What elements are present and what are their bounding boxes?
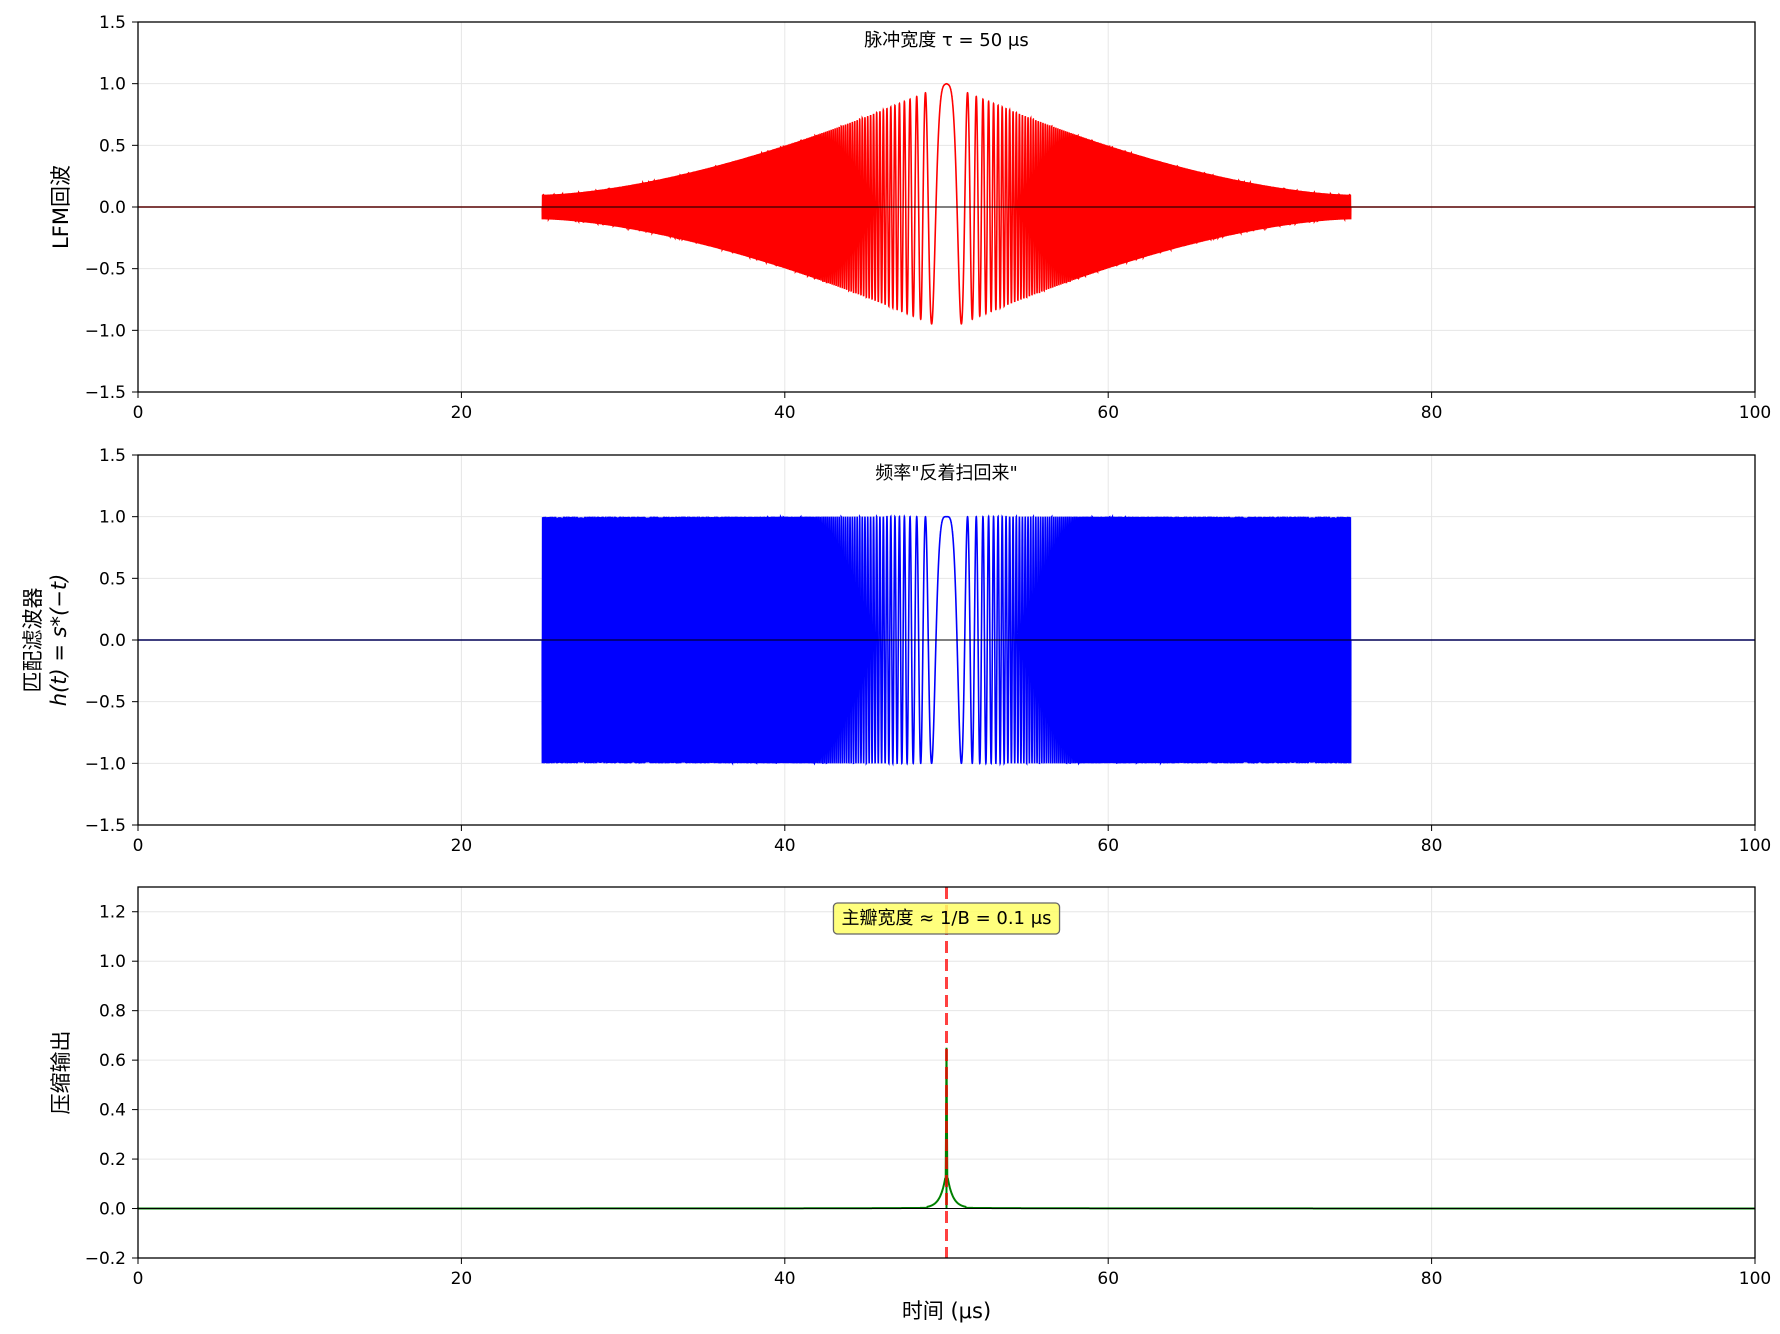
y-tick-label: 0.0 — [99, 198, 126, 218]
panel-matched-filter: 0 20 40 60 80 100 1.5 1.0 0.5 0.0 −0.5 −1.0 −1.5 匹配… — [21, 446, 1771, 856]
panel-compressed-output: 0 20 40 60 80 100 1.2 1.0 0.8 0.6 0.4 0.2 0.0 −0.2 压… — [49, 886, 1771, 1323]
y-tick-label: −1.0 — [85, 321, 126, 341]
annotation-mainlobe: 主瓣宽度 ≈ 1/B = 0.1 μs — [841, 908, 1051, 929]
y-tick-label: −1.0 — [85, 754, 126, 774]
y-tick-label: 1.5 — [99, 446, 126, 466]
y-tick-label: −1.5 — [85, 816, 126, 836]
y-tick-label: 1.5 — [99, 13, 126, 33]
y-tick-label: 0.0 — [99, 1200, 126, 1220]
y-axis-label-2b: h(t) = s*(−t) — [47, 574, 71, 707]
panel-lfm-echo: 0 20 40 60 80 100 1.5 1.0 0.5 0.0 −0.5 −1.0 −1.5 LF… — [49, 13, 1771, 423]
annotation-box — [832, 902, 1061, 935]
x-tick-label: 100 — [1739, 836, 1771, 856]
y-tick-label: −0.5 — [85, 693, 126, 713]
annotation-pulse-width: 脉冲宽度 τ = 50 μs — [864, 30, 1029, 51]
y-tick-label: 0.2 — [99, 1150, 126, 1170]
x-tick-label: 100 — [1739, 1269, 1771, 1289]
y-tick-label: 1.0 — [99, 508, 126, 528]
y-tick-label: 0.5 — [99, 136, 126, 156]
series-lfm-echo — [138, 82, 1755, 325]
x-tick-label: 0 — [133, 1269, 144, 1289]
axes-frame-3 — [137, 886, 1756, 1259]
x-tick-label: 60 — [1097, 403, 1119, 423]
x-tick-label: 80 — [1421, 1269, 1443, 1289]
x-ticks-2: 0 20 40 60 80 100 — [133, 825, 1771, 856]
x-tick-label: 40 — [774, 836, 796, 856]
y-tick-label: 1.0 — [99, 952, 126, 972]
x-tick-label: 20 — [451, 836, 473, 856]
x-tick-label: 80 — [1421, 836, 1443, 856]
y-tick-label: 0.8 — [99, 1002, 126, 1022]
y-ticks-1: 1.5 1.0 0.5 0.0 −0.5 −1.0 −1.5 — [85, 13, 138, 403]
y-axis-label-2: 匹配滤波器 — [21, 588, 45, 693]
x-tick-label: 80 — [1421, 403, 1443, 423]
y-axis-label-1: LFM回波 — [49, 165, 73, 249]
x-tick-label: 60 — [1097, 1269, 1119, 1289]
x-tick-label: 0 — [133, 403, 144, 423]
x-ticks-3: 0 20 40 60 80 100 — [133, 1258, 1771, 1289]
x-tick-label: 100 — [1739, 403, 1771, 423]
y-tick-label: 0.6 — [99, 1051, 126, 1071]
x-ticks-1: 0 20 40 60 80 100 — [133, 392, 1771, 423]
x-tick-label: 40 — [774, 403, 796, 423]
y-ticks-2: 1.5 1.0 0.5 0.0 −0.5 −1.0 −1.5 — [85, 446, 138, 836]
y-tick-label: 0.0 — [99, 631, 126, 651]
annotation-reverse-sweep: 频率"反着扫回来" — [875, 463, 1018, 484]
y-tick-label: −0.2 — [85, 1249, 126, 1269]
series-matched-filter — [138, 514, 1755, 767]
y-tick-label: 0.4 — [99, 1101, 126, 1121]
x-tick-label: 20 — [451, 1269, 473, 1289]
y-tick-label: −0.5 — [85, 260, 126, 280]
x-axis-label-3: 时间 (μs) — [902, 1299, 991, 1323]
x-tick-label: 0 — [133, 836, 144, 856]
y-tick-label: 1.2 — [99, 903, 126, 923]
y-tick-label: 1.0 — [99, 75, 126, 95]
y-tick-label: −1.5 — [85, 383, 126, 403]
x-tick-label: 40 — [774, 1269, 796, 1289]
y-tick-label: 0.5 — [99, 569, 126, 589]
x-tick-label: 60 — [1097, 836, 1119, 856]
x-tick-label: 20 — [451, 403, 473, 423]
y-axis-label-3: 压缩输出 — [49, 1031, 73, 1115]
y-ticks-3: 1.2 1.0 0.8 0.6 0.4 0.2 0.0 −0.2 — [85, 903, 138, 1269]
